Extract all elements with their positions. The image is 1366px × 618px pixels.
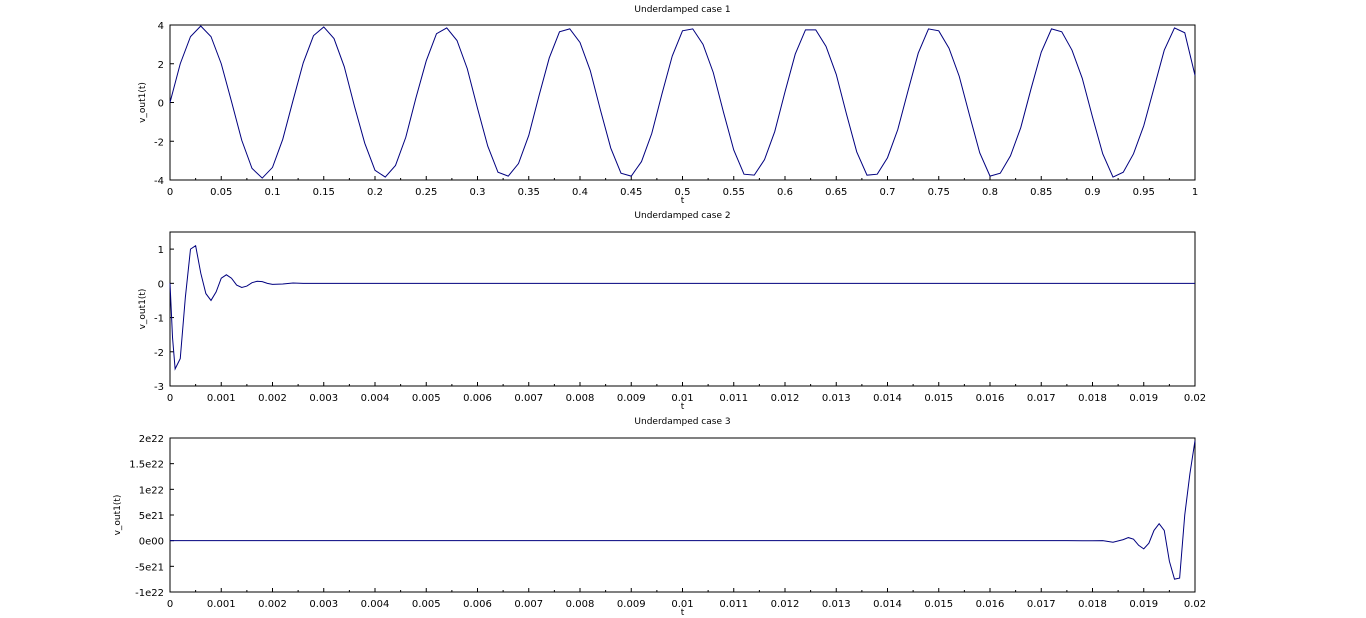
x-tick-label: 0.02: [1184, 393, 1206, 404]
x-tick-label: 0.008: [566, 599, 595, 610]
plot-frame-3: [169, 437, 1196, 593]
x-axis-label-2: t: [681, 402, 685, 412]
x-tick-label: 0.019: [1129, 393, 1158, 404]
chart-title-3: Underdamped case 3: [634, 417, 730, 427]
y-tick-label: -4: [154, 176, 164, 187]
x-tick-label: 0.015: [924, 393, 953, 404]
x-tick-label: 0.005: [412, 599, 441, 610]
x-tick-label: 0.6: [777, 187, 793, 198]
x-tick-label: 0.016: [976, 599, 1005, 610]
y-tick-label: 1e22: [139, 485, 164, 496]
y-axis-label-2: v_out1(t): [138, 289, 148, 330]
x-tick-label: 0.013: [822, 393, 851, 404]
x-tick-label: 0.3: [470, 187, 486, 198]
x-tick-label: 0.002: [258, 599, 287, 610]
x-tick-label: 0: [167, 599, 173, 610]
y-tick-label: 0: [158, 279, 164, 290]
x-tick-label: 0.002: [258, 393, 287, 404]
x-tick-label: 0.011: [719, 393, 748, 404]
y-tick-label: 0e00: [139, 537, 164, 548]
series-line-3: [170, 440, 1196, 580]
x-tick-label: 0.007: [514, 599, 543, 610]
series-line-1: [169, 25, 1196, 179]
x-tick-label: 0.75: [928, 187, 950, 198]
x-tick-label: 0.012: [771, 393, 800, 404]
y-tick-label: -2: [154, 348, 164, 359]
x-tick-label: 0.004: [361, 599, 390, 610]
y-tick-label: 2e22: [139, 434, 164, 445]
x-tick-label: 0.95: [1133, 187, 1155, 198]
x-tick-label: 0.015: [924, 599, 953, 610]
x-tick-label: 0.005: [412, 393, 441, 404]
x-tick-label: 0.006: [463, 393, 492, 404]
x-tick-label: 0.006: [463, 599, 492, 610]
x-tick-label: 0.013: [822, 599, 851, 610]
x-tick-label: 0.009: [617, 393, 646, 404]
y-tick-label: -1e22: [135, 588, 164, 599]
plot-frame-2: [169, 231, 1196, 387]
x-axis-label-1: t: [681, 196, 685, 206]
x-tick-label: 0.4: [572, 187, 588, 198]
x-tick-label: 0.2: [367, 187, 383, 198]
x-tick-label: 0.011: [719, 599, 748, 610]
x-tick-label: 1: [1192, 187, 1198, 198]
x-tick-label: 0.009: [617, 599, 646, 610]
y-tick-label: -5e21: [135, 562, 164, 573]
x-tick-label: 0.001: [207, 599, 236, 610]
y-tick-label: 4: [158, 21, 164, 32]
y-tick-label: -1: [154, 314, 164, 325]
y-tick-label: 5e21: [139, 511, 164, 522]
y-tick-label: 1.5e22: [129, 460, 164, 471]
x-tick-label: 0.35: [518, 187, 540, 198]
y-tick-label: -2: [154, 137, 164, 148]
plot-frame-1: [169, 24, 1196, 181]
x-tick-label: 0.017: [1027, 393, 1056, 404]
x-tick-label: 0.1: [265, 187, 281, 198]
x-tick-label: 0.004: [361, 393, 390, 404]
x-tick-label: 0.012: [771, 599, 800, 610]
x-tick-label: 0.003: [309, 393, 338, 404]
series-line-2: [169, 244, 1195, 371]
x-tick-label: 0.003: [309, 599, 338, 610]
x-tick-label: 0.9: [1085, 187, 1101, 198]
y-tick-label: 0: [158, 99, 164, 110]
y-axis-label-3: v_out1(t): [113, 495, 123, 536]
y-tick-label: 1: [158, 245, 164, 256]
x-tick-label: 0.5: [675, 187, 691, 198]
x-tick-label: 0.007: [514, 393, 543, 404]
x-tick-label: 0: [167, 393, 173, 404]
x-tick-label: 0.85: [1030, 187, 1052, 198]
x-axis-label-3: t: [681, 608, 685, 618]
x-tick-label: 0.02: [1184, 599, 1206, 610]
x-tick-label: 0.01: [671, 599, 693, 610]
x-tick-label: 0.018: [1078, 599, 1107, 610]
x-tick-label: 0.7: [880, 187, 896, 198]
x-tick-label: 0.01: [671, 393, 693, 404]
y-tick-label: -3: [154, 382, 164, 393]
x-tick-label: 0.8: [982, 187, 998, 198]
x-tick-label: 0.014: [873, 393, 902, 404]
x-tick-label: 0.019: [1129, 599, 1158, 610]
x-tick-label: 0.018: [1078, 393, 1107, 404]
x-tick-label: 0.008: [566, 393, 595, 404]
x-tick-label: 0.016: [976, 393, 1005, 404]
x-tick-label: 0.017: [1027, 599, 1056, 610]
x-tick-label: 0.45: [620, 187, 642, 198]
x-tick-label: 0: [167, 187, 173, 198]
y-tick-label: 2: [158, 60, 164, 71]
y-axis-label-1: v_out1(t): [138, 82, 148, 123]
x-tick-label: 0.65: [825, 187, 847, 198]
chart-title-1: Underdamped case 1: [634, 5, 730, 15]
x-tick-label: 0.55: [723, 187, 745, 198]
chart-title-2: Underdamped case 2: [634, 211, 730, 221]
x-tick-label: 0.25: [415, 187, 437, 198]
x-tick-label: 0.014: [873, 599, 902, 610]
x-tick-label: 0.15: [313, 187, 335, 198]
x-tick-label: 0.001: [207, 393, 236, 404]
x-tick-label: 0.05: [210, 187, 232, 198]
